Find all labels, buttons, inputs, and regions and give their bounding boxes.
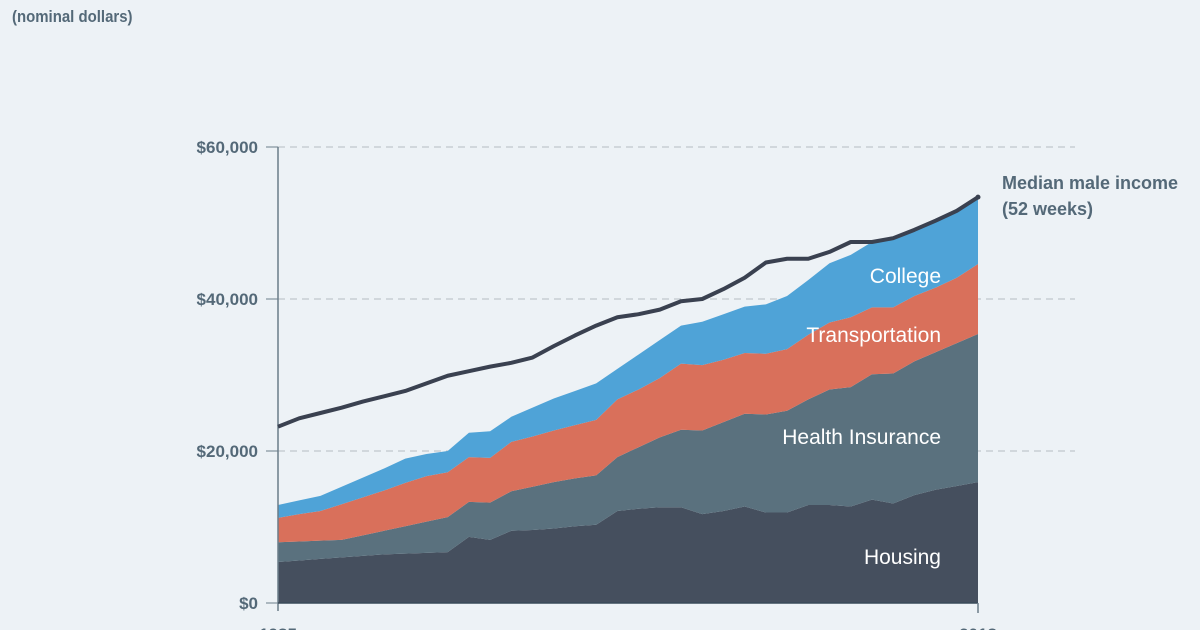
- area-housing: [278, 482, 978, 603]
- income-line: [277, 195, 980, 429]
- series-label-college: College: [870, 265, 941, 288]
- x-tick-label: 2018: [959, 625, 997, 630]
- series-label-housing: Housing: [864, 546, 941, 569]
- income-line-label: Median male income: [1002, 173, 1178, 193]
- y-tick-label: $40,000: [197, 290, 258, 309]
- y-tick-label: $20,000: [197, 442, 258, 461]
- series-label-transportation: Transportation: [806, 324, 941, 347]
- y-tick-label: $60,000: [197, 138, 258, 157]
- income-line-endpoint: [975, 194, 981, 200]
- income-line-label-sub: (52 weeks): [1002, 199, 1093, 219]
- y-tick-label: $0: [239, 594, 258, 613]
- chart-subtitle: (nominal dollars): [12, 7, 133, 26]
- series-label-health-insurance: Health Insurance: [782, 426, 941, 449]
- area-health-insurance: [278, 333, 978, 562]
- area-college: [278, 197, 978, 518]
- x-tick-label: 1985: [259, 625, 297, 630]
- area-transportation: [278, 264, 978, 543]
